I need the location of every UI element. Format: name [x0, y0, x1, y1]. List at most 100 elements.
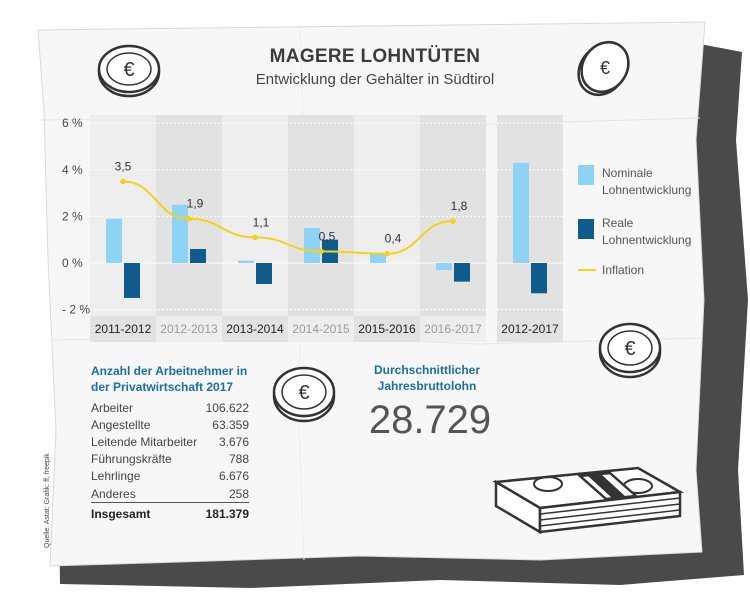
category-label-bg [222, 316, 288, 342]
svg-text:€: € [123, 59, 134, 81]
page-subtitle: Entwicklung der Gehälter in Südtirol [255, 71, 495, 88]
bar-real [454, 263, 470, 282]
bar-nominal [172, 204, 188, 263]
coin-icon: € [598, 322, 662, 379]
inflation-data-label: 3,5 [115, 159, 132, 173]
y-tick-label: 4 % [62, 163, 83, 177]
row-label: Lehrlinge [91, 469, 141, 484]
total-value: 181.379 [203, 502, 249, 523]
summary-band [497, 115, 563, 342]
bar-nominal [238, 260, 254, 263]
svg-text:€: € [298, 382, 309, 404]
workers-table: Arbeiter 106.622 Angestellte 63.359 Leiten… [91, 399, 249, 523]
bar-real [124, 263, 140, 298]
y-tick-label: 0 % [62, 256, 83, 270]
category-label-bg [90, 316, 156, 342]
bar-nominal [304, 228, 320, 263]
table-row: Anderes 258 [91, 485, 249, 503]
legend-swatch-nominal-rect [578, 165, 594, 185]
inflation-data-label: 0,5 [319, 229, 336, 243]
bar-nominal [106, 218, 122, 263]
category-label-bg [497, 316, 563, 342]
inflation-line [122, 180, 454, 255]
bar-real [256, 263, 272, 284]
average-salary-label: Durchschnittlicher Jahresbruttolohn [352, 362, 502, 394]
row-value: 3.676 [218, 434, 249, 449]
legend-label-nominal-line1: Nominale [602, 166, 653, 180]
row-label: Führungskräfte [91, 452, 172, 467]
legend-label-inflation: Inflation [602, 263, 645, 277]
inflation-data-label: 0,4 [385, 232, 402, 246]
svg-text:€: € [600, 58, 610, 78]
page-title: MAGERE LOHNTÜTEN [269, 46, 481, 67]
average-salary-label-line1: Durchschnittlicher [373, 363, 481, 377]
row-label: Arbeiter [91, 400, 134, 415]
legend-swatch-inflation [578, 269, 596, 271]
chart-band [222, 115, 288, 342]
workers-table-heading: Anzahl der Arbeitnehmer in der Privatwir… [91, 363, 271, 395]
average-salary-label-line2: Jahresbruttolohn [377, 379, 477, 393]
average-salary-value: 28.729 [368, 398, 492, 442]
coin-icon: € [272, 366, 336, 423]
bar-nominal [436, 263, 452, 270]
source-note: Quelle: Astat; Grafik: ff, freepik [44, 453, 51, 548]
coin-icon: € [577, 40, 630, 97]
y-tick-label: - 2 % [62, 303, 90, 317]
x-tick-label: 2013-2014 [226, 322, 284, 336]
table-row: Arbeiter 106.622 [91, 399, 249, 416]
inflation-point [318, 248, 324, 255]
row-value: 6.676 [218, 469, 249, 484]
x-tick-label: 2012-2013 [160, 322, 218, 336]
x-tick-label: 2014-2015 [292, 322, 350, 336]
chart-band [156, 115, 222, 342]
legend-label-nominal: Nominale Lohnentwicklung [602, 165, 691, 199]
bar-real [531, 263, 547, 294]
x-tick-label: 2012-2017 [501, 322, 559, 336]
table-row: Führungskräfte 788 [91, 451, 249, 468]
coin-icon: € [97, 44, 161, 98]
inflation-data-label: 1,9 [187, 197, 204, 211]
inflation-data-label: 1,8 [451, 199, 468, 213]
row-value: 258 [228, 486, 249, 501]
workers-table-heading-line1: Anzahl der Arbeitnehmer in [91, 364, 248, 378]
inflation-point [120, 178, 126, 185]
category-label-bg [156, 316, 222, 342]
total-label: Insgesamt [91, 502, 204, 523]
inflation-point [450, 218, 456, 224]
legend-swatch-nominal [578, 165, 594, 185]
legend-swatch-real-rect [578, 219, 594, 239]
legend-swatch-real [578, 219, 594, 239]
row-label: Anderes [91, 486, 136, 501]
legend-label-real-line1: Reale [602, 216, 634, 230]
inflation-data-label: 1,1 [253, 215, 270, 229]
row-label: Leitende Mitarbeiter [91, 434, 198, 449]
legend-label-real: Reale Lohnentwicklung [602, 215, 691, 249]
bar-real [190, 249, 206, 263]
legend-label-real-line2: Lohnentwicklung [602, 233, 692, 247]
chart-band [288, 115, 354, 342]
row-label: Angestellte [91, 417, 151, 432]
y-tick-label: 6 % [62, 116, 83, 130]
table-total-row: Insgesamt 181.379 [91, 502, 249, 523]
category-label-bg [420, 316, 486, 342]
inflation-point [252, 234, 258, 241]
x-tick-label: 2016-2017 [424, 322, 482, 336]
chart-band [90, 115, 156, 342]
x-tick-label: 2015-2016 [358, 322, 416, 336]
x-tick-label: 2011-2012 [95, 322, 152, 336]
row-value: 63.359 [212, 417, 249, 432]
bar-nominal [513, 162, 529, 263]
svg-text:€: € [624, 338, 635, 360]
money-stack-icon [492, 466, 684, 535]
workers-table-heading-line2: der Privatwirtschaft 2017 [91, 380, 234, 394]
category-label-bg [288, 316, 354, 342]
bar-nominal [370, 253, 386, 263]
table-row: Angestellte 63.359 [91, 416, 249, 433]
row-value: 788 [228, 452, 249, 467]
row-value: 106.622 [205, 400, 249, 415]
category-label-bg [354, 316, 420, 342]
legend-swatch-inflation-line [578, 269, 596, 271]
y-tick-label: 2 % [62, 209, 83, 223]
table-row: Lehrlinge 6.676 [91, 468, 249, 485]
